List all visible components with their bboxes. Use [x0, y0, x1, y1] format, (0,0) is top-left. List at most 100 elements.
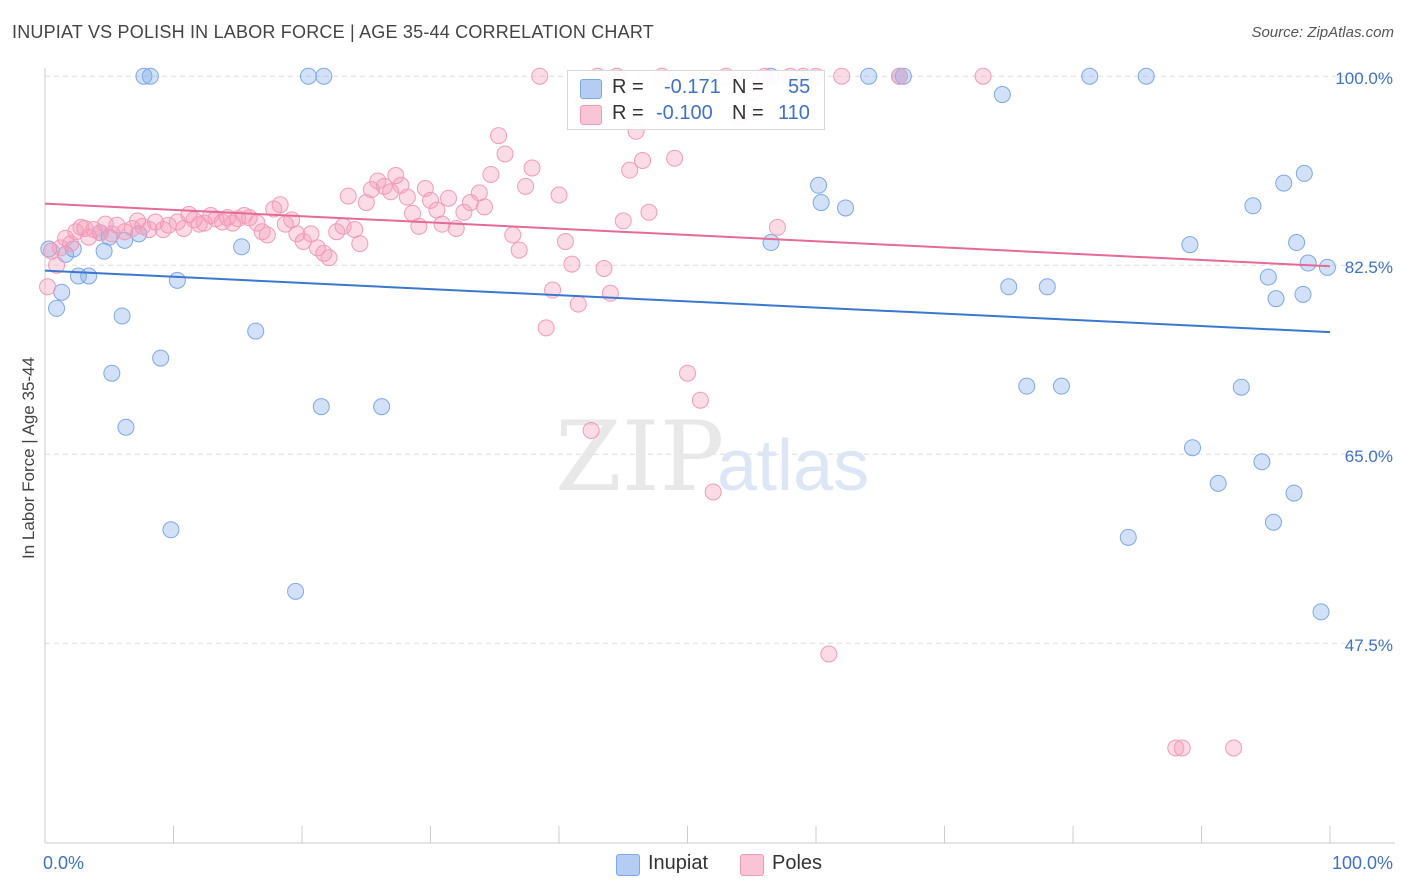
point-poles — [768, 218, 786, 236]
watermark-atlas: atlas — [717, 426, 869, 506]
point-inupiat — [247, 322, 265, 340]
stats-legend: R = -0.171 N = 55 R = -0.100 N = 110 — [567, 70, 825, 130]
point-poles — [362, 181, 380, 199]
trend-line-inupiat — [44, 269, 1331, 334]
legend-n-value: 55 — [788, 76, 811, 98]
point-poles — [248, 214, 266, 232]
point-poles — [640, 203, 658, 221]
point-inupiat — [233, 238, 251, 256]
point-inupiat — [1000, 278, 1018, 296]
source-label: Source: ZipAtlas.com — [1251, 24, 1394, 41]
point-inupiat — [993, 86, 1011, 104]
point-inupiat — [312, 398, 330, 416]
legend-label-poles: Poles — [772, 852, 823, 874]
point-inupiat — [812, 194, 830, 212]
point-inupiat — [1312, 603, 1330, 621]
point-poles — [387, 167, 405, 185]
point-poles — [253, 223, 271, 241]
y-axis-label: In Labor Force | Age 35-44 — [19, 357, 38, 559]
point-poles — [398, 188, 416, 206]
point-poles — [563, 255, 581, 273]
point-poles — [621, 161, 639, 179]
point-poles — [482, 165, 500, 183]
point-poles — [320, 249, 338, 267]
gridlines — [45, 75, 1395, 644]
watermark-zip: ZIP — [555, 401, 724, 513]
point-inupiat — [373, 398, 391, 416]
legend-label-inupiat: Inupiat — [648, 852, 709, 874]
point-poles — [820, 645, 838, 663]
point-inupiat — [1184, 439, 1202, 457]
point-poles — [357, 194, 375, 212]
point-inupiat — [315, 67, 333, 85]
point-inupiat — [152, 349, 170, 367]
point-inupiat — [1244, 197, 1262, 215]
point-inupiat — [1295, 164, 1313, 182]
point-inupiat — [1232, 378, 1250, 396]
y-tick-label: 65.0% — [1345, 447, 1393, 466]
point-inupiat — [1259, 268, 1277, 286]
legend-r-value: -0.171 — [664, 76, 721, 98]
point-poles — [190, 215, 208, 233]
point-poles — [1173, 739, 1191, 757]
point-poles — [504, 226, 522, 244]
y-tick-label: 47.5% — [1345, 636, 1393, 655]
point-inupiat — [1264, 513, 1282, 531]
point-poles — [382, 183, 400, 201]
point-poles — [537, 319, 555, 337]
point-poles — [496, 145, 514, 163]
point-poles — [891, 67, 909, 85]
point-poles — [595, 259, 613, 277]
legend-n-label: N = — [732, 76, 764, 98]
point-poles — [614, 212, 632, 230]
point-inupiat — [1285, 484, 1303, 502]
legend-r-label: R = — [612, 76, 644, 98]
point-poles — [1167, 739, 1185, 757]
trend-lines — [44, 202, 1331, 334]
point-poles — [129, 212, 147, 230]
point-poles — [974, 67, 992, 85]
point-poles — [531, 67, 549, 85]
point-inupiat — [287, 582, 305, 600]
point-inupiat — [1253, 453, 1271, 471]
point-poles — [634, 151, 652, 169]
point-inupiat — [762, 234, 780, 252]
point-poles — [351, 235, 369, 253]
legend-swatch-poles — [580, 105, 602, 125]
point-inupiat — [113, 307, 131, 325]
point-inupiat — [1275, 174, 1293, 192]
point-poles — [48, 256, 66, 274]
y-tick-label: 100.0% — [1335, 69, 1393, 88]
axes — [44, 68, 1395, 844]
point-poles — [422, 191, 439, 209]
point-inupiat — [1267, 290, 1285, 308]
legend-swatch-inupiat — [616, 854, 640, 876]
point-inupiat — [48, 299, 66, 317]
point-poles — [103, 225, 121, 243]
point-inupiat — [1294, 285, 1312, 303]
point-inupiat — [168, 271, 186, 289]
point-inupiat — [103, 364, 121, 382]
trend-line-poles — [44, 202, 1331, 268]
point-inupiat — [894, 67, 912, 85]
point-inupiat — [1137, 67, 1155, 85]
point-poles — [76, 219, 94, 237]
point-poles — [517, 177, 535, 195]
point-poles — [258, 226, 276, 244]
legend-swatch-poles — [740, 854, 764, 876]
axis-labels: 100.0% 82.5% 65.0% 47.5% 0.0% 100.0% — [43, 69, 1393, 873]
legend-r-value: -0.100 — [656, 102, 713, 124]
chart-title: INUPIAT VS POLISH IN LABOR FORCE | AGE 3… — [12, 22, 654, 42]
point-poles — [569, 295, 587, 313]
point-poles — [523, 159, 541, 177]
point-inupiat — [1288, 234, 1306, 252]
point-inupiat — [860, 67, 878, 85]
point-poles — [490, 127, 508, 145]
point-poles — [1225, 739, 1243, 757]
x-tick-label: 0.0% — [43, 853, 84, 873]
point-poles — [455, 203, 473, 221]
point-inupiat — [1119, 528, 1137, 546]
point-inupiat — [810, 176, 828, 194]
point-inupiat — [141, 67, 159, 85]
